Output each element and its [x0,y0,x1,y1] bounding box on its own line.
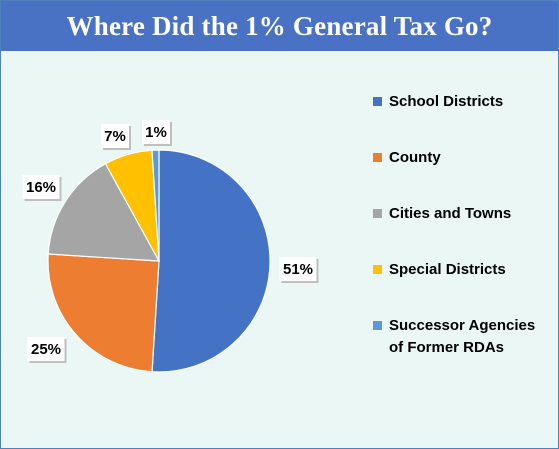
data-label-text: 1% [145,124,167,141]
pie-slice-county [47,253,160,373]
legend-swatch [373,153,382,162]
legend-swatch [373,265,382,274]
legend-swatch [373,321,382,330]
data-label-text: 25% [31,341,61,358]
data-label-box [279,257,317,281]
data-label-cities-and-towns: 16% [22,175,62,201]
chart-title: Where Did the 1% General Tax Go? [66,10,493,41]
legend: School Districts County Cities and Towns… [373,1,558,448]
legend-label: School Districts [389,93,504,110]
data-label-text: 7% [104,128,126,145]
legend-swatch [373,209,382,218]
data-label-box [22,175,60,199]
legend-label: Successor Agencies of Former RDAs [389,317,536,356]
pie-slice-successor-agencies-of-former-rdas [151,149,160,262]
data-label-box [27,337,65,361]
data-label-county: 25% [27,337,67,363]
legend-swatch [373,97,382,106]
data-label-box [142,120,170,144]
legend-label: Special Districts [389,261,506,278]
legend-item-successor-agencies: Successor Agencies of Former RDAs [373,315,549,359]
data-label-text: 51% [283,261,313,278]
data-label-text: 16% [26,179,56,196]
legend-item-county: County [373,147,549,169]
title-bar: Where Did the 1% General Tax Go? [1,1,558,51]
legend-item-school-districts: School Districts [373,91,549,113]
pie-slice-school-districts [151,149,271,373]
legend-item-special-districts: Special Districts [373,259,549,281]
legend-label: Cities and Towns [389,205,512,222]
legend-item-cities-and-towns: Cities and Towns [373,203,549,225]
pie-slice-cities-and-towns [47,162,161,262]
data-label-successor-agencies-of-former-rdas: 1% [142,120,172,146]
data-label-box [101,124,129,148]
legend-label: County [389,149,441,166]
data-label-special-districts: 7% [101,124,131,150]
data-label-school-districts: 51% [279,257,319,283]
